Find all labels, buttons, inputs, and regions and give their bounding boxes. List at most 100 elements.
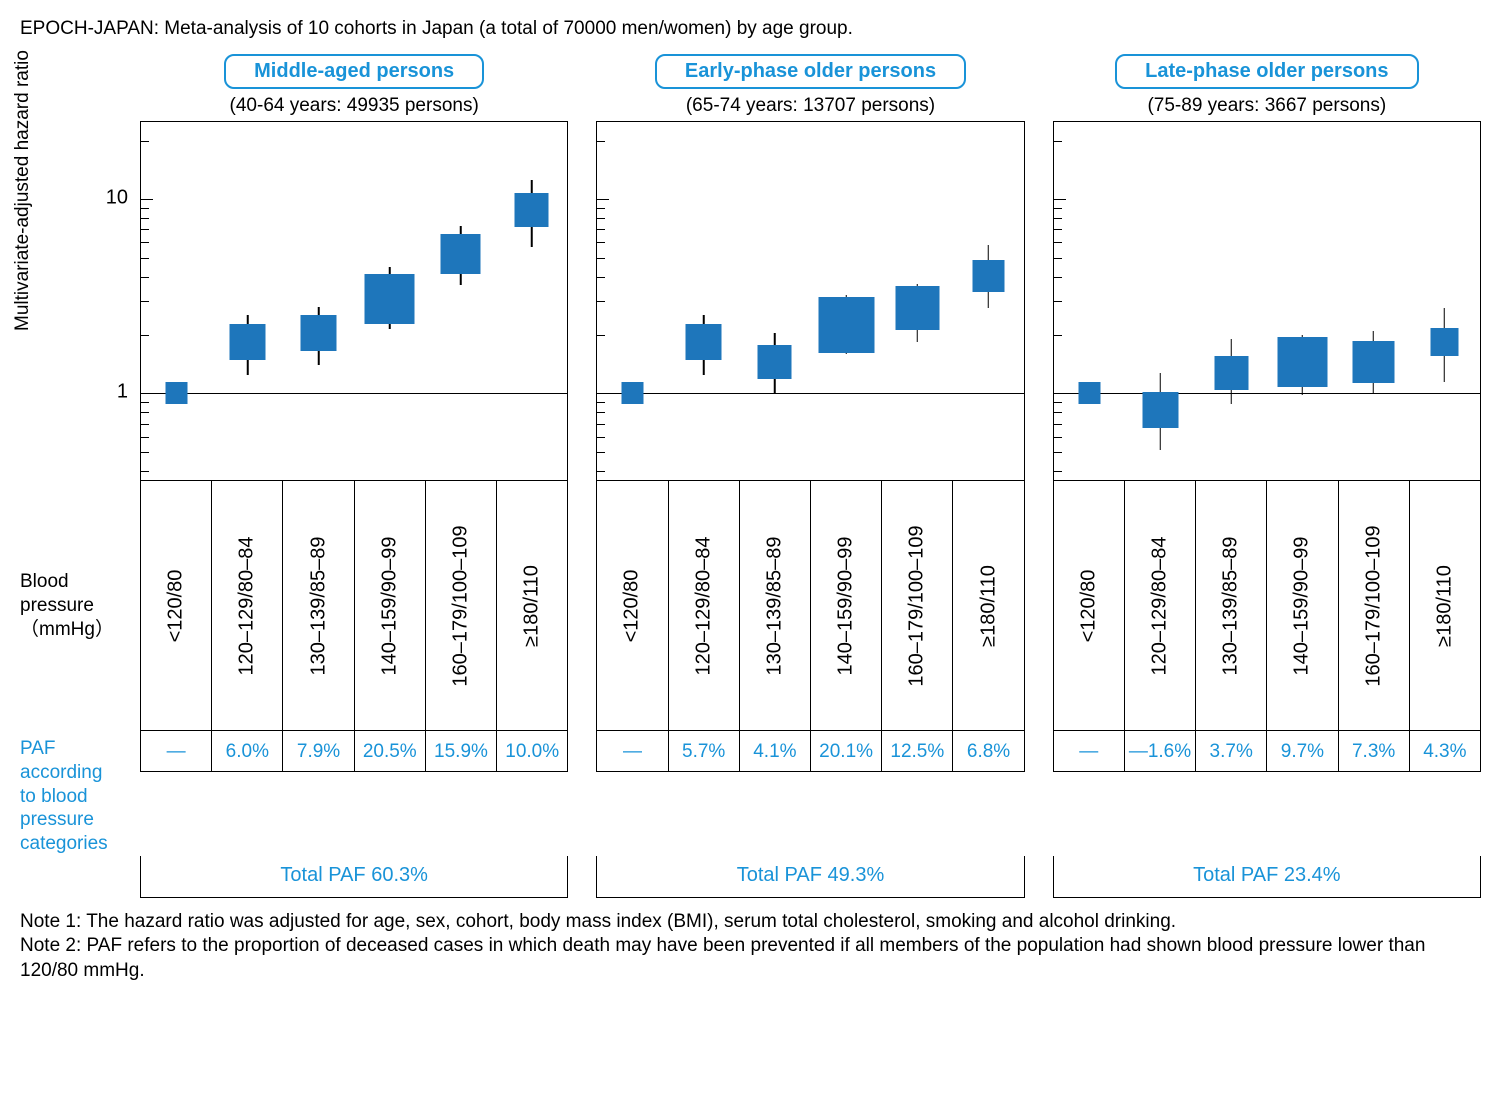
hr-marker [1142, 392, 1178, 428]
bp-category-cell: 120–129/80–84 [669, 481, 740, 730]
y-minor-tick [141, 258, 149, 259]
bp-category-cell: 140–159/90–99 [355, 481, 426, 730]
hr-marker [686, 324, 722, 360]
y-minor-tick [597, 218, 605, 219]
hr-marker [1352, 341, 1394, 383]
bp-category-cell: 160–179/100–109 [426, 481, 497, 730]
y-minor-tick [141, 277, 149, 278]
totalpaf-row-wrap: Total PAF 60.3%Total PAF 49.3%Total PAF … [20, 856, 1481, 898]
y-minor-tick [141, 208, 149, 209]
bp-category-label: <120/80 [165, 569, 188, 642]
y-minor-tick [1054, 141, 1062, 142]
charts-row [140, 121, 1481, 481]
paf-cell: 6.0% [212, 731, 283, 771]
bp-category-label: 130–139/85–89 [1220, 536, 1243, 675]
plot-box [1053, 121, 1481, 481]
bp-category-cell: 120–129/80–84 [212, 481, 283, 730]
y-minor-tick [141, 412, 149, 413]
hr-marker [1430, 328, 1458, 356]
y-minor-tick [1054, 452, 1062, 453]
y-minor-tick [597, 242, 605, 243]
y-minor-tick [1054, 437, 1062, 438]
y-minor-tick [141, 402, 149, 403]
hr-marker [1078, 382, 1100, 404]
paf-cell: 7.3% [1339, 731, 1410, 771]
hr-marker [301, 315, 337, 351]
y-minor-tick [597, 412, 605, 413]
forest-point [703, 122, 704, 480]
forest-point [460, 122, 461, 480]
y-tick-label: 1 [117, 381, 128, 404]
y-minor-tick [597, 402, 605, 403]
y-minor-tick [597, 393, 609, 394]
bp-category-cell: <120/80 [1054, 481, 1125, 730]
bp-category-label: 130–139/85–89 [763, 536, 786, 675]
hr-marker [365, 274, 415, 324]
gridline-one [597, 393, 1023, 394]
paf-cell: 9.7% [1267, 731, 1338, 771]
y-minor-tick [597, 258, 605, 259]
y-minor-tick [1054, 393, 1066, 394]
forest-point [774, 122, 775, 480]
notes: Note 1: The hazard ratio was adjusted fo… [20, 910, 1481, 984]
hr-marker [972, 260, 1004, 292]
hr-marker [622, 382, 644, 404]
forest-point [1160, 122, 1161, 480]
forest-point [531, 122, 532, 480]
y-minor-tick [141, 199, 153, 200]
bp-category-label: 160–179/100–109 [449, 525, 472, 686]
y-minor-tick [141, 452, 149, 453]
panel-header: Late-phase older persons (75-89 years: 3… [1053, 54, 1481, 117]
bp-category-label: ≥180/110 [1433, 565, 1456, 647]
left-labels-paf: PAFaccordingto bloodpressurecategories [20, 731, 140, 856]
hr-marker [818, 297, 874, 353]
paf-row-wrap: PAFaccordingto bloodpressurecategories —… [20, 731, 1481, 856]
paf-cell: 15.9% [426, 731, 497, 771]
bp-category-row: <120/80120–129/80–84130–139/85–89140–159… [1053, 481, 1481, 731]
y-minor-tick [597, 471, 605, 472]
y-minor-tick [141, 141, 149, 142]
bp-category-label: ≥180/110 [521, 565, 544, 647]
bp-category-label: 160–179/100–109 [1362, 525, 1385, 686]
bp-category-cell: 120–129/80–84 [1125, 481, 1196, 730]
forest-point [1231, 122, 1232, 480]
paf-row: —6.0%7.9%20.5%15.9%10.0% [140, 731, 568, 856]
paf-cell: 5.7% [669, 731, 740, 771]
y-minor-tick [141, 229, 149, 230]
y-minor-tick [597, 141, 605, 142]
bp-category-label: 120–129/80–84 [1148, 536, 1171, 675]
y-minor-tick [597, 452, 605, 453]
forest-point [176, 122, 177, 480]
bp-category-cell: <120/80 [141, 481, 212, 730]
plot-box [140, 121, 568, 481]
paf-cell: 20.1% [811, 731, 882, 771]
bp-category-row: <120/80 120–129/80–84 130–139/85–89 140–159… [596, 481, 1024, 731]
forest-plot-panel [596, 121, 1024, 481]
y-minor-tick [597, 208, 605, 209]
total-paf: Total PAF 23.4% [1053, 856, 1481, 898]
forest-point [988, 122, 989, 480]
forest-point [846, 122, 847, 480]
panel-header: Middle-aged persons (40-64 years: 49935 … [140, 54, 568, 117]
forest-point [247, 122, 248, 480]
plot-box [596, 121, 1024, 481]
forest-point [1444, 122, 1445, 480]
paf-cell: 7.9% [283, 731, 354, 771]
bp-category-cell: 130–139/85–89 [1196, 481, 1267, 730]
hr-marker [1277, 337, 1327, 387]
panel-headers: Middle-aged persons (40-64 years: 49935 … [140, 54, 1481, 117]
y-minor-tick [1054, 218, 1062, 219]
total-paf: Total PAF 60.3% [140, 856, 568, 898]
hr-marker [758, 345, 792, 379]
bp-category-label: <120/80 [621, 569, 644, 642]
y-minor-tick [1054, 471, 1062, 472]
y-minor-tick [1054, 229, 1062, 230]
age-group-badge: Late-phase older persons [1115, 54, 1418, 89]
gridline-one [141, 393, 567, 394]
y-axis-area: Multivariate-adjusted hazard ratio 110 [20, 121, 140, 481]
paf-cell: — [1054, 731, 1125, 771]
paf-cell: 12.5% [882, 731, 953, 771]
paf-cell: 10.0% [497, 731, 567, 771]
bp-category-cell: 140–159/90–99 [811, 481, 882, 730]
y-minor-tick [597, 335, 605, 336]
